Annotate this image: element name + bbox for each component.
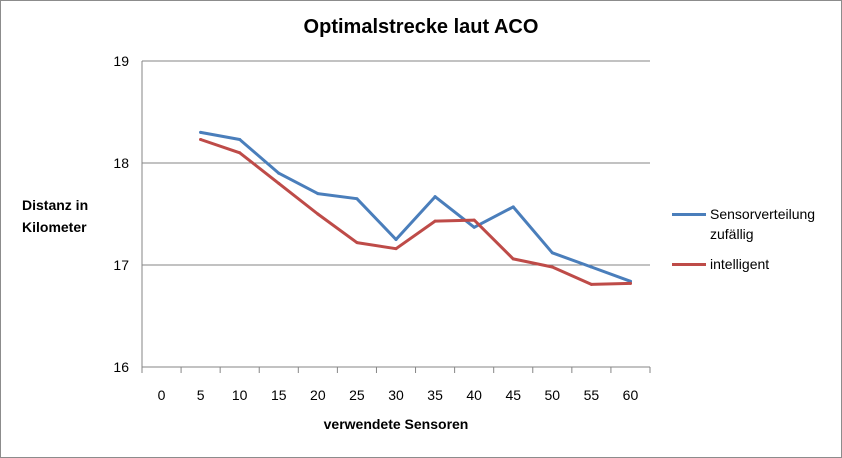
data-point-series-1: [355, 197, 359, 201]
x-axis-label: verwendete Sensoren: [323, 416, 469, 432]
data-point-series-1: [589, 265, 593, 269]
data-point-series-1: [199, 130, 203, 134]
legend-swatch-series-2: [672, 263, 706, 266]
data-point-series-1: [277, 171, 281, 175]
y-axis-label: Distanz in Kilometer: [22, 197, 89, 235]
data-point-series-2: [316, 212, 320, 216]
y-tick-label-16: 16: [113, 359, 129, 375]
data-point-series-2: [628, 281, 632, 285]
series-line-1: [199, 130, 632, 283]
x-tick-label-55: 55: [584, 387, 600, 403]
data-point-series-2: [238, 151, 242, 155]
data-point-series-2: [589, 282, 593, 286]
data-point-series-1: [238, 138, 242, 142]
data-point-series-2: [433, 219, 437, 223]
chart-title: Optimalstrecke laut ACO: [303, 16, 539, 38]
legend-swatch-series-1: [672, 213, 706, 216]
data-point-series-2: [550, 265, 554, 269]
data-point-series-2: [511, 257, 515, 261]
x-tick-label-25: 25: [349, 387, 365, 403]
y-tick-label-19: 19: [113, 53, 129, 69]
legend-item-series-1: Sensorverteilung zufällig: [672, 204, 837, 244]
data-point-series-1: [394, 238, 398, 241]
y-tick-label-18: 18: [113, 155, 129, 171]
data-point-series-1: [511, 205, 515, 209]
data-point-series-2: [277, 181, 281, 185]
data-point-series-2: [394, 247, 398, 251]
legend-label-series-2: intelligent: [710, 256, 770, 272]
x-tick-label-15: 15: [271, 387, 287, 403]
legend-item-series-2: intelligent: [672, 254, 837, 274]
data-point-series-1: [472, 225, 476, 229]
x-tick-label-35: 35: [427, 387, 443, 403]
x-tick-label-45: 45: [505, 387, 521, 403]
series-line-2: [199, 138, 632, 286]
x-tick-label-20: 20: [310, 387, 326, 403]
x-tick-label-10: 10: [232, 387, 248, 403]
data-point-series-2: [199, 138, 203, 142]
x-tick-label-30: 30: [388, 387, 404, 403]
data-point-series-1: [433, 195, 437, 199]
legend: Sensorverteilung zufällig intelligent: [672, 204, 837, 284]
x-tick-label-50: 50: [545, 387, 561, 403]
data-point-series-1: [316, 192, 320, 196]
data-point-series-1: [550, 251, 554, 255]
legend-label-series-1: Sensorverteilung zufällig: [710, 206, 816, 242]
data-point-series-2: [472, 218, 476, 222]
x-tick-label-60: 60: [623, 387, 639, 403]
x-tick-label-5: 5: [197, 387, 205, 403]
x-tick-label-0: 0: [158, 387, 166, 403]
x-tick-label-40: 40: [466, 387, 482, 403]
data-point-series-2: [355, 241, 359, 245]
y-tick-label-17: 17: [113, 257, 129, 273]
